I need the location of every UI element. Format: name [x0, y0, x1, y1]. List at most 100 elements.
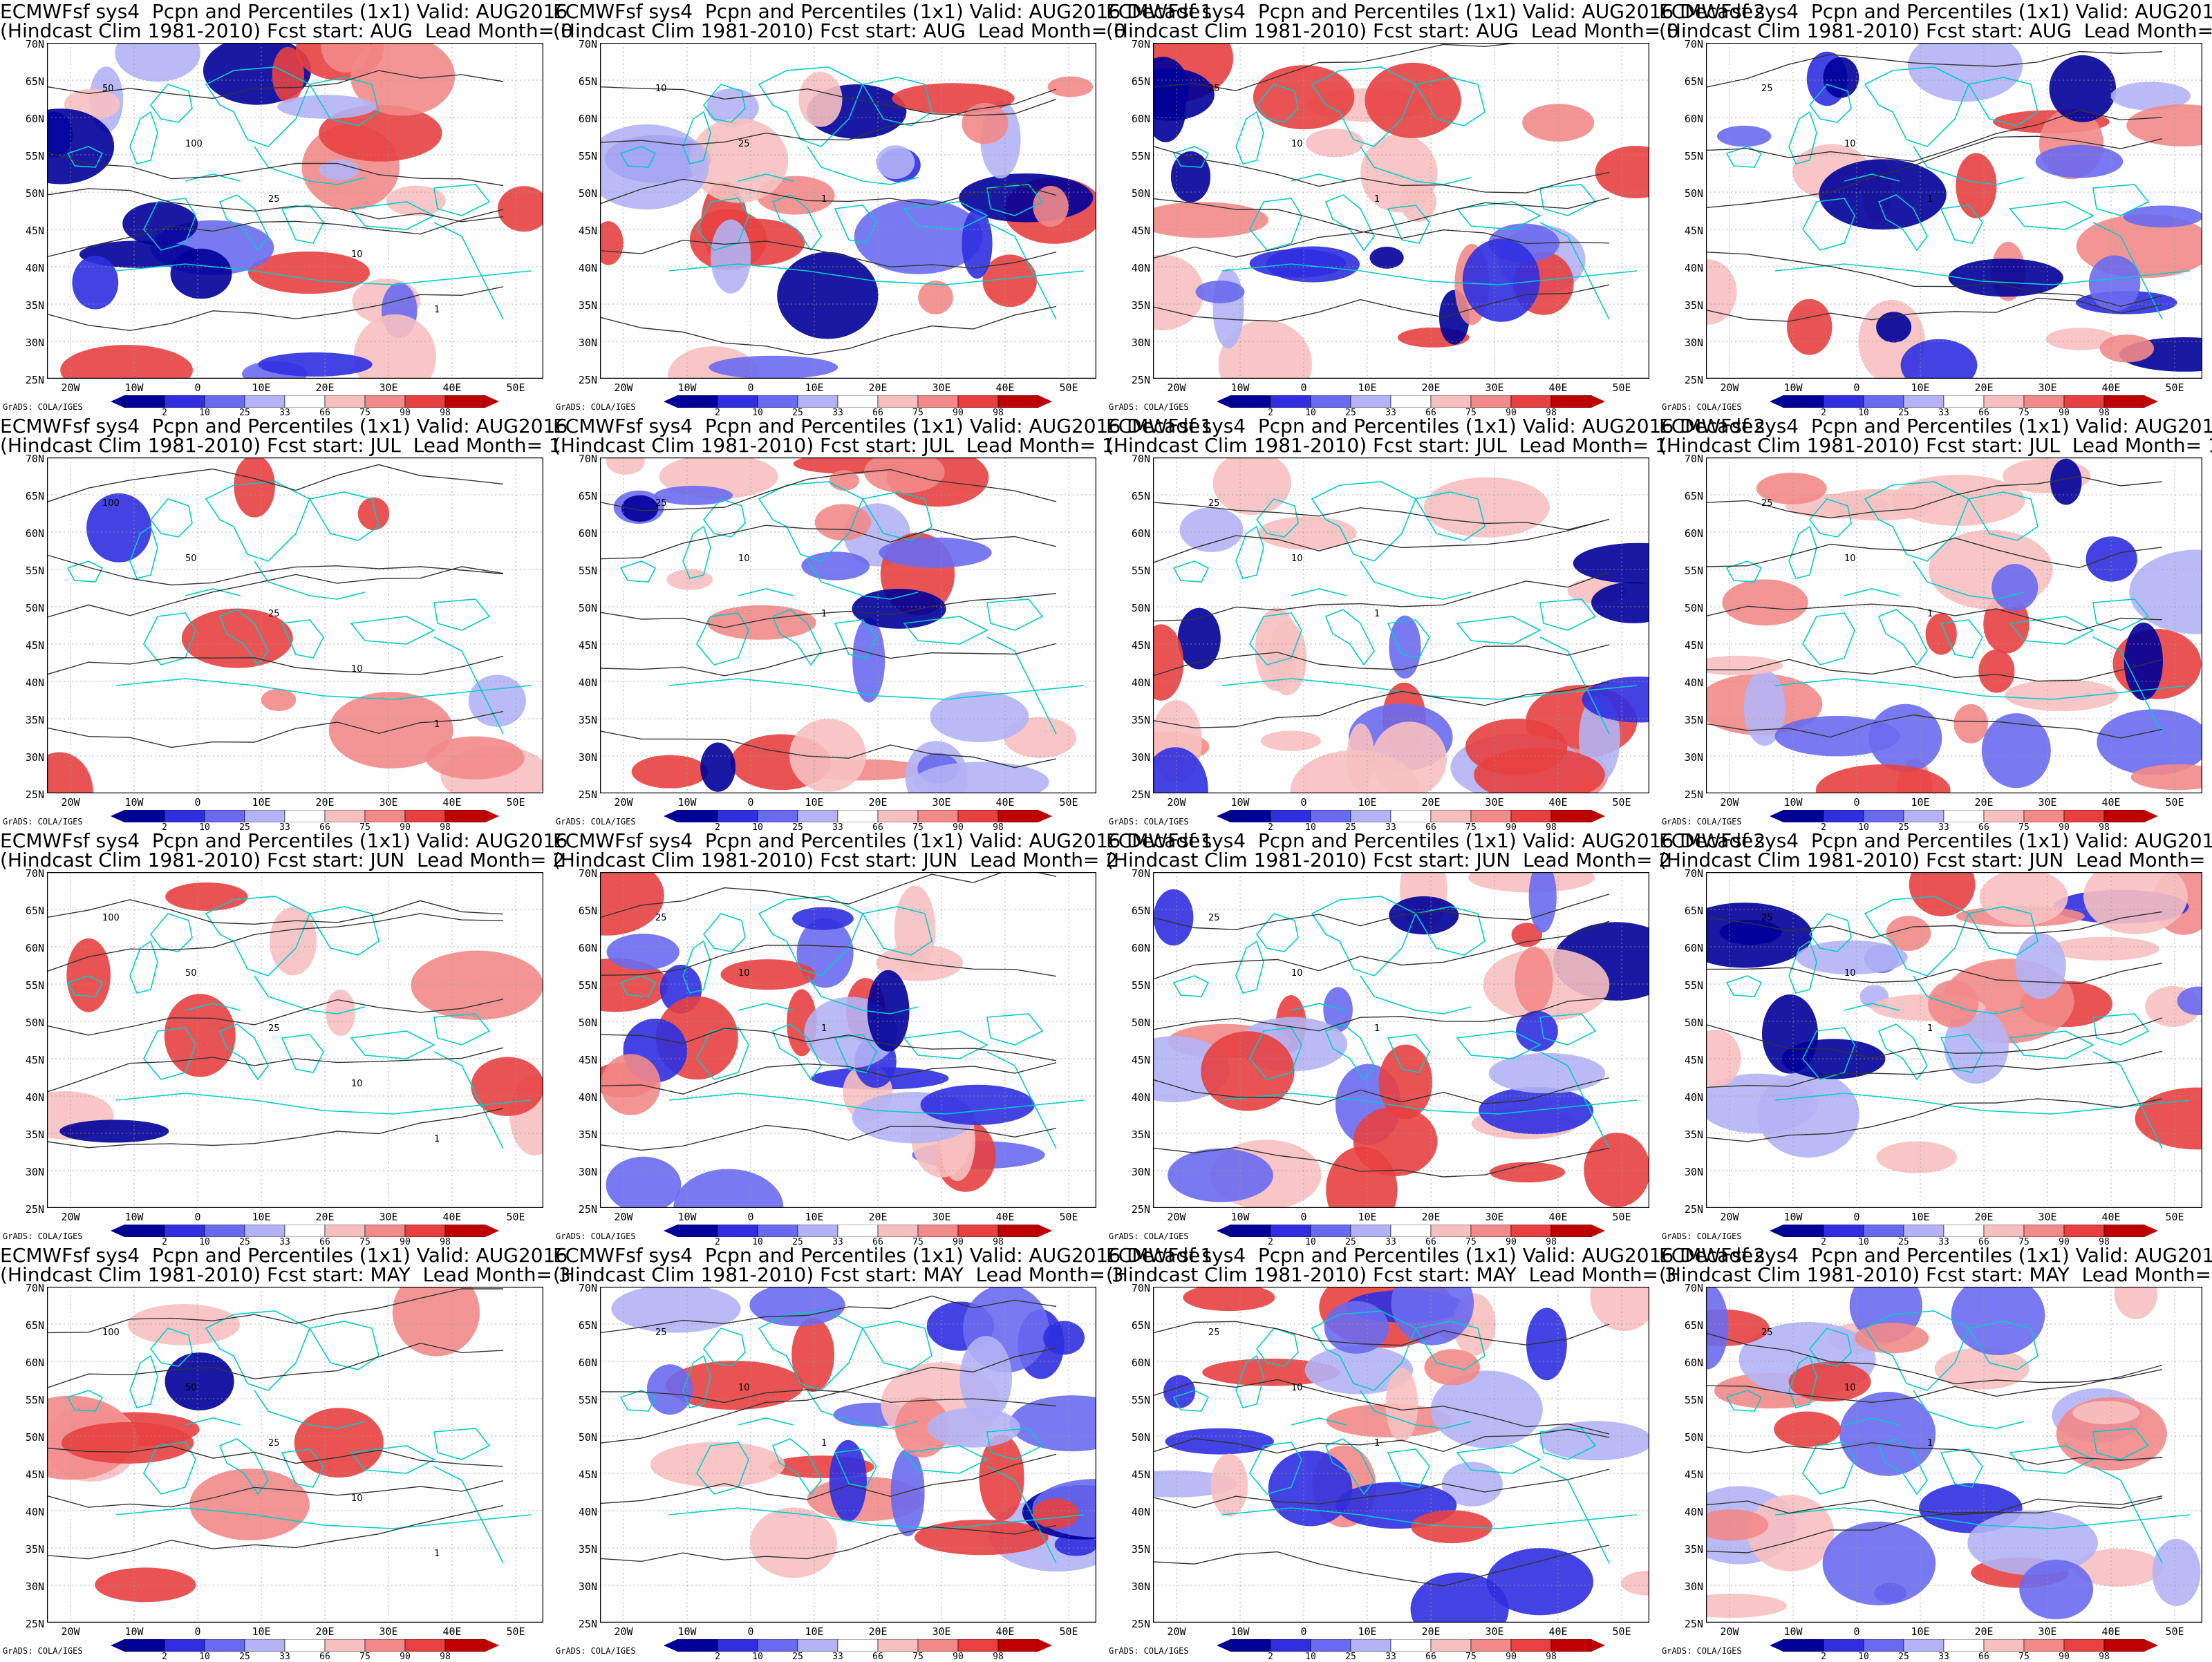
above-normal-area: [1909, 872, 1976, 917]
colorbar-swatch: [877, 810, 919, 822]
latitude-label: 55N: [25, 979, 44, 992]
above-normal-area: [895, 1397, 950, 1458]
below-normal-area: [72, 256, 119, 310]
longitude-label: 10W: [1783, 796, 1803, 809]
coastline: [986, 222, 1057, 320]
above-normal-area: [1153, 202, 1269, 238]
coastline: [1844, 588, 1900, 596]
longitude-label: 10E: [805, 1211, 824, 1223]
coastline: [668, 1507, 1085, 1529]
colorbar-label: 10: [1305, 1652, 1316, 1662]
colorbar-swatch: [757, 1639, 798, 1652]
climatology-contour: [600, 1453, 1057, 1504]
coastline: [668, 678, 1085, 700]
below-normal-area: [2124, 622, 2163, 701]
contour-label: 10: [1291, 968, 1303, 979]
colorbar-label: 2: [1268, 408, 1273, 418]
above-normal-area: [498, 186, 543, 232]
longitude-label: 0: [1300, 796, 1307, 809]
percentile-colorbar: [1217, 1639, 1605, 1652]
colorbar-label: 33: [279, 1237, 290, 1247]
coastline: [738, 173, 794, 182]
colorbar-label: 90: [1506, 1237, 1517, 1247]
climatology-contour: [1153, 146, 1610, 193]
colorbar-label: 10: [1858, 408, 1869, 418]
colorbar-swatch: [1350, 810, 1391, 822]
colorbar-left-arrow: [1770, 1225, 1783, 1237]
colorbar-swatch: [1470, 1639, 1512, 1652]
latitude-label: 45N: [1684, 1469, 1703, 1481]
percentile-map: 25 10 1: [1153, 43, 1649, 379]
coastline: [1291, 173, 1347, 182]
colorbar-swatch: [837, 810, 879, 822]
panel-title-line2: (Hindcast Clim 1981-2010) Fcst start: AU…: [1106, 19, 1679, 42]
coastline: [115, 1093, 532, 1115]
colorbar-label: 10: [199, 822, 210, 833]
below-normal-area: [913, 762, 1049, 793]
coastline: [1311, 1310, 1417, 1391]
latitude-label: 65N: [578, 1319, 597, 1332]
coastline: [1249, 612, 1302, 665]
colorbar-left-arrow: [111, 1639, 124, 1652]
contour-label: 25: [1208, 1328, 1220, 1338]
latitude-label: 25N: [1684, 788, 1703, 801]
colorbar-swatch: [1903, 395, 1944, 408]
longitude-label: 40E: [995, 796, 1015, 809]
climatology-contour: [600, 86, 1057, 116]
longitude-label: 40E: [2101, 381, 2121, 394]
latitude-label: 25N: [25, 374, 44, 386]
colorbar-label: 90: [400, 1652, 411, 1662]
map-canvas: 25 10 1: [1153, 457, 1649, 793]
latitude-label: 55N: [1684, 1394, 1703, 1406]
panel-title-line2: (Hindcast Clim 1981-2010) Fcst start: AU…: [1659, 19, 2212, 42]
latitude-label: 40N: [25, 262, 44, 274]
above-normal-area: [1260, 730, 1321, 751]
longitude-label: 30E: [2038, 796, 2057, 809]
colorbar-label: 66: [1425, 1237, 1436, 1247]
coastline: [1360, 560, 1472, 600]
climatology-contour: [600, 1028, 1057, 1061]
colorbar-swatch: [1550, 395, 1592, 408]
latitude-label: 65N: [1684, 1319, 1703, 1332]
colorbar-right-arrow: [1038, 1639, 1052, 1652]
contour-label: 1: [434, 719, 440, 730]
colorbar-label: 10: [1858, 1237, 1869, 1247]
contour-label: 1: [1927, 194, 1933, 205]
coastline: [254, 146, 366, 185]
panel-title-line2: (Hindcast Clim 1981-2010) Fcst start: JU…: [1106, 434, 1667, 457]
percentile-map: 25 10 1: [600, 1287, 1096, 1623]
longitude-label: 0: [1853, 796, 1860, 809]
colorbar-label: 75: [912, 822, 924, 833]
percentile-map: 25 10 1: [1153, 872, 1649, 1208]
above-normal-area: [1365, 62, 1461, 138]
above-normal-area: [2045, 328, 2116, 350]
colorbar-right-arrow: [1591, 1639, 1605, 1652]
climatology-contour: [1706, 1497, 2163, 1515]
latitude-label: 30N: [25, 1580, 44, 1593]
above-normal-area: [750, 1507, 837, 1578]
latitude-label: 55N: [25, 1394, 44, 1406]
coastline: [619, 146, 657, 168]
above-normal-area: [2050, 936, 2159, 961]
colorbar-swatch: [1943, 1225, 1985, 1237]
colorbar-label: 90: [953, 822, 964, 833]
latitude-label: 50N: [578, 1431, 597, 1444]
latitude-label: 35N: [1131, 714, 1150, 726]
below-normal-area: [854, 198, 983, 274]
colorbar-swatch: [244, 1225, 285, 1237]
longitude-label: 50E: [506, 1625, 525, 1638]
panel-title-line2: (Hindcast Clim 1981-2010) Fcst start: MA…: [1106, 1263, 1677, 1286]
contour-label: 10: [351, 249, 363, 260]
below-normal-area: [1462, 238, 1540, 322]
climatology-contour: [1153, 284, 1610, 322]
latitude-label: 45N: [1131, 1469, 1150, 1481]
coastline: [807, 146, 919, 185]
map-canvas: 25 10 1: [1153, 1287, 1649, 1623]
climatology-contour: [600, 643, 1057, 677]
above-normal-area: [181, 608, 293, 668]
coastline: [281, 205, 324, 244]
coastline: [433, 1013, 491, 1046]
below-normal-area: [1839, 1392, 1936, 1476]
colorbar-swatch: [1470, 1225, 1512, 1237]
climatology-contour: [600, 730, 1057, 768]
